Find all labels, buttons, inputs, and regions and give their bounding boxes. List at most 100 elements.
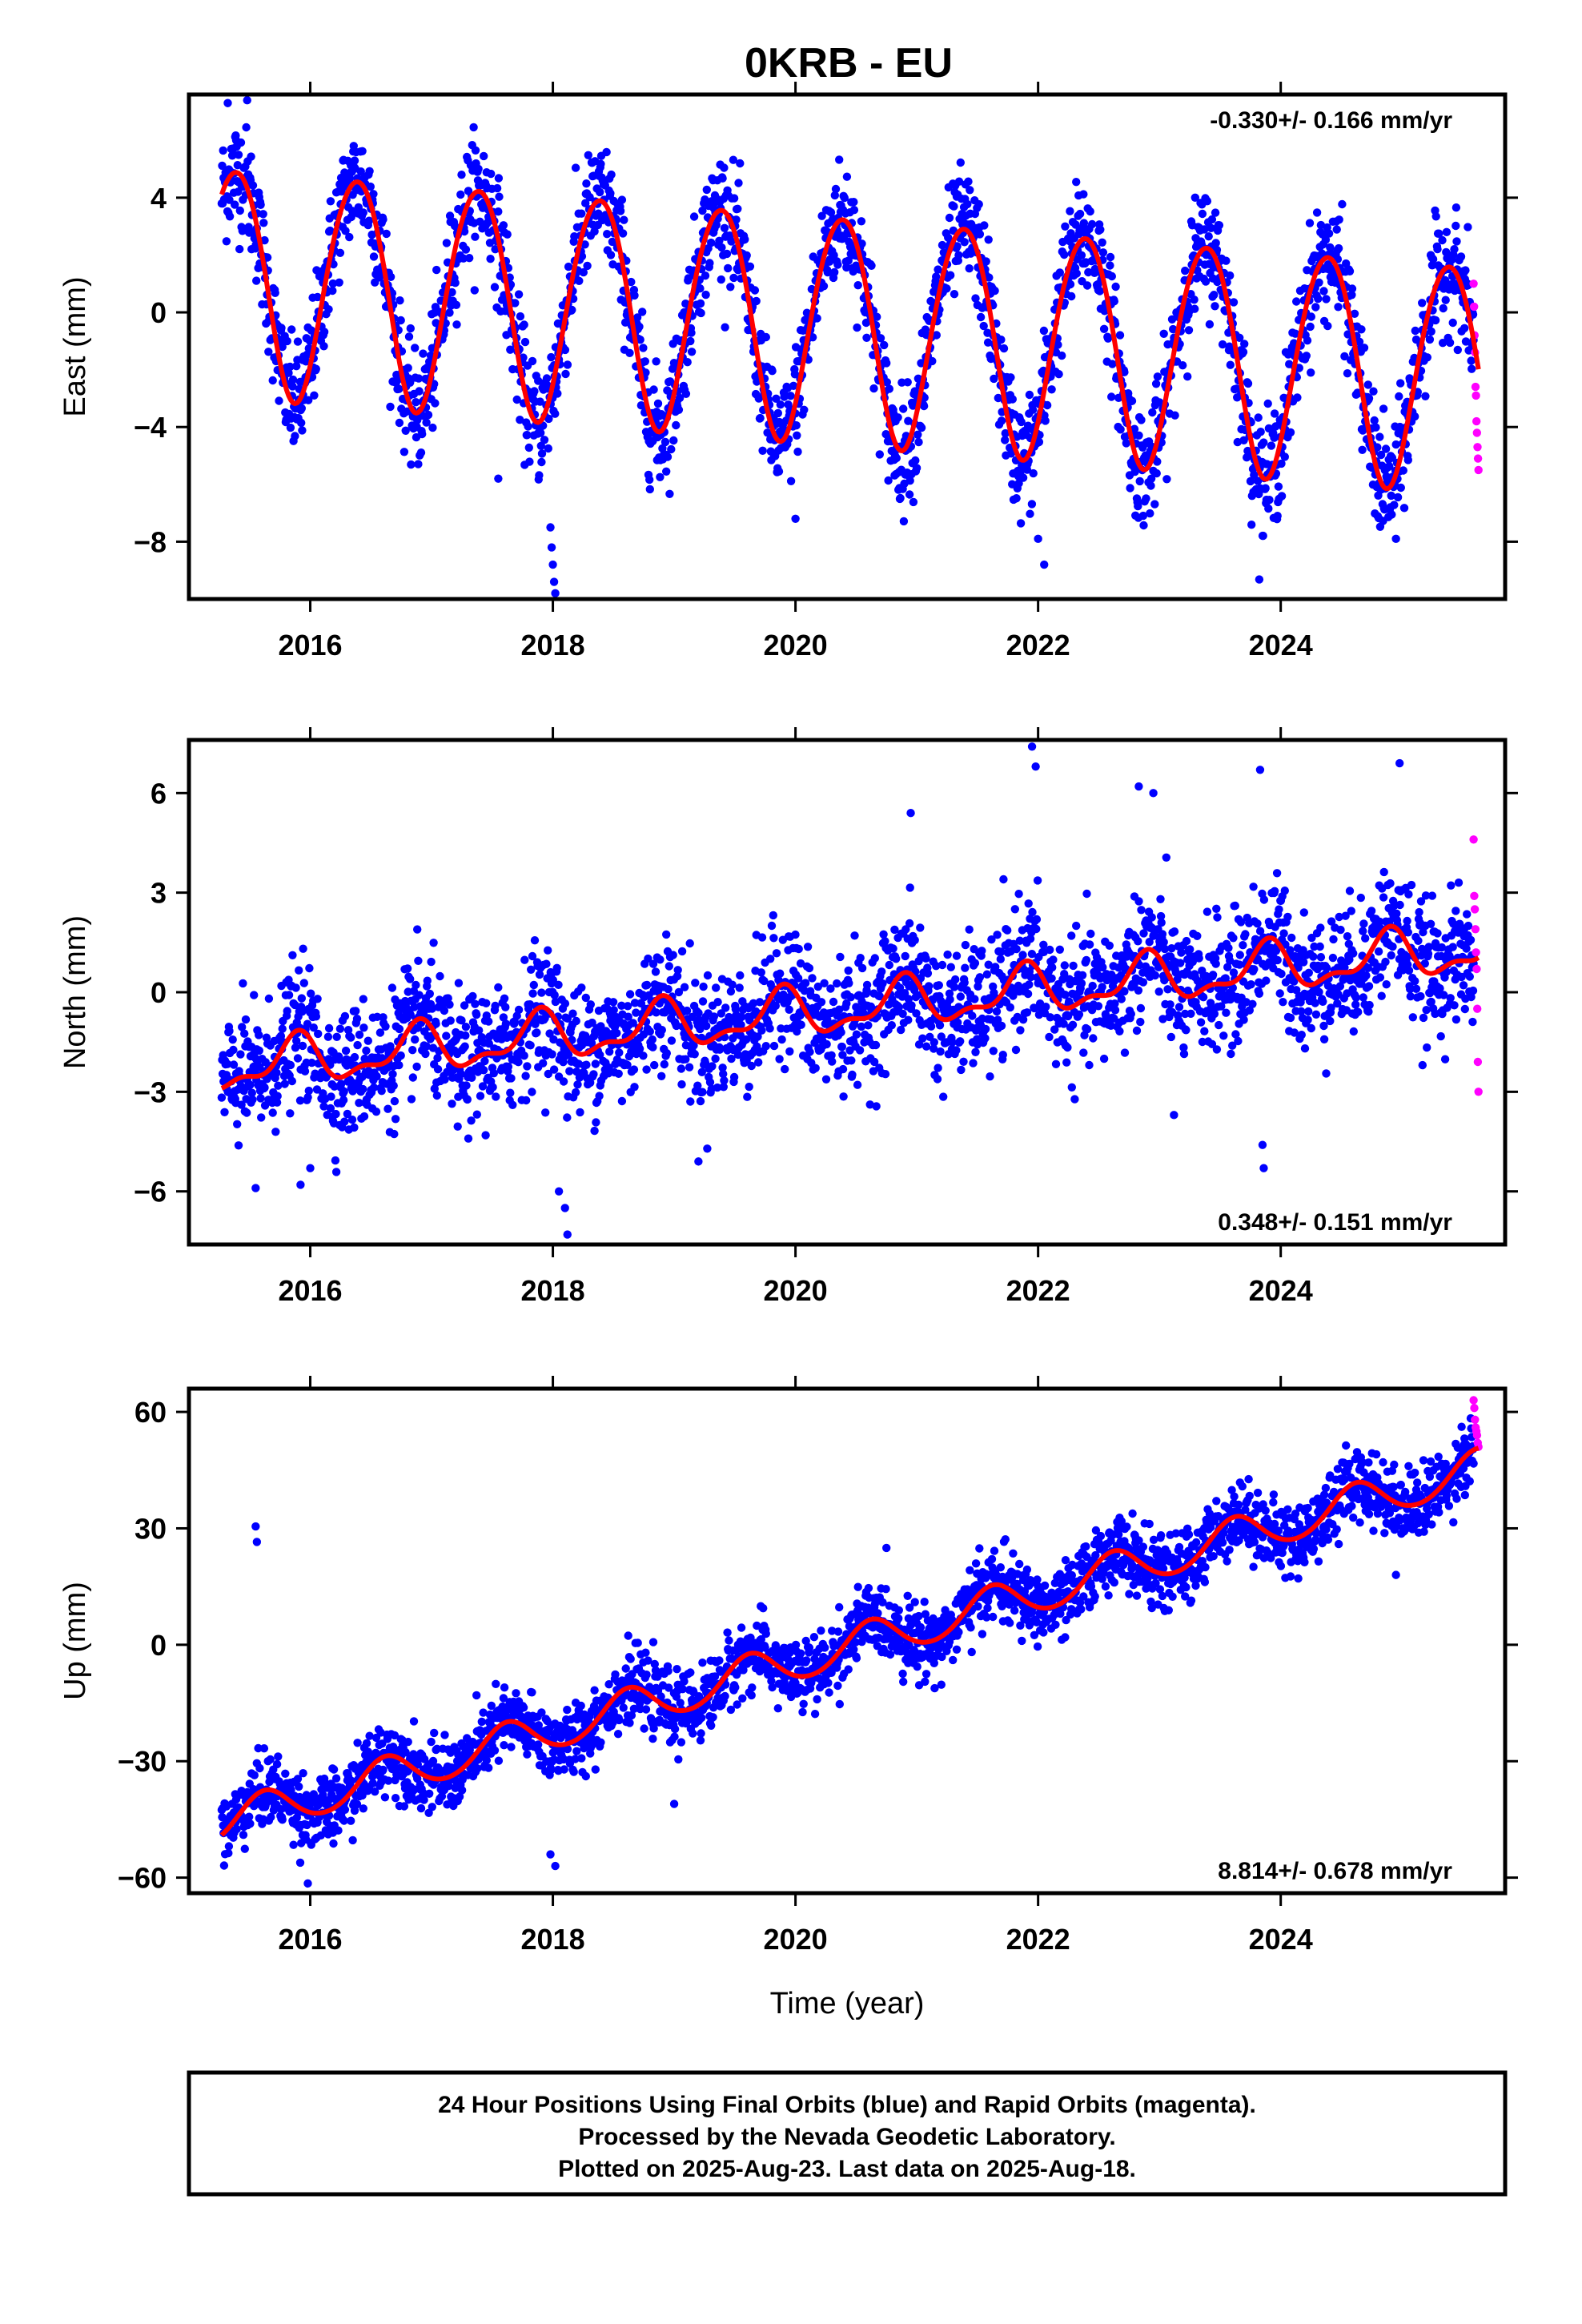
final-orbit-point bbox=[1032, 924, 1041, 934]
final-orbit-point bbox=[956, 992, 966, 1001]
final-orbit-point bbox=[480, 1056, 489, 1066]
final-orbit-point bbox=[1302, 352, 1311, 360]
final-orbit-point bbox=[1345, 267, 1355, 275]
final-orbit-point bbox=[442, 239, 452, 247]
final-orbit-point bbox=[862, 980, 872, 990]
final-orbit-point bbox=[432, 1019, 440, 1028]
final-orbit-point bbox=[951, 975, 960, 984]
final-orbit-point bbox=[340, 1011, 350, 1021]
final-orbit-point bbox=[1425, 335, 1435, 344]
final-orbit-point bbox=[499, 221, 508, 230]
final-orbit-point bbox=[255, 1031, 263, 1039]
final-orbit-point bbox=[1018, 473, 1028, 482]
final-orbit-point bbox=[590, 1126, 599, 1136]
final-orbit-point bbox=[1166, 1000, 1174, 1009]
final-orbit-point bbox=[299, 944, 307, 953]
final-orbit-point bbox=[1369, 387, 1378, 396]
final-orbit-point bbox=[1078, 971, 1087, 980]
final-orbit-point bbox=[247, 1088, 256, 1097]
final-orbit-point bbox=[960, 238, 969, 247]
final-orbit-point bbox=[561, 369, 570, 379]
final-orbit-point bbox=[539, 1059, 548, 1068]
final-orbit-point bbox=[1324, 229, 1334, 238]
final-orbit-point bbox=[298, 426, 307, 435]
final-orbit-point bbox=[718, 174, 727, 183]
final-orbit-point bbox=[1273, 955, 1282, 965]
final-orbit-point bbox=[1003, 926, 1012, 935]
final-orbit-point bbox=[829, 997, 838, 1007]
final-orbit-point bbox=[1423, 353, 1432, 362]
final-orbit-point bbox=[411, 1035, 420, 1044]
final-orbit-point bbox=[1146, 474, 1156, 483]
final-orbit-point bbox=[1376, 450, 1386, 460]
final-orbit-point bbox=[803, 943, 813, 951]
outlier-point bbox=[223, 99, 232, 107]
final-orbit-point bbox=[1023, 989, 1033, 999]
final-orbit-point bbox=[1290, 977, 1299, 986]
final-orbit-point bbox=[460, 1001, 469, 1010]
final-orbit-point bbox=[1259, 438, 1268, 447]
final-orbit-point bbox=[1290, 1028, 1299, 1037]
final-orbit-point bbox=[256, 200, 265, 209]
final-orbit-point bbox=[504, 1062, 513, 1072]
final-orbit-point bbox=[1435, 229, 1443, 238]
final-orbit-point bbox=[521, 1072, 530, 1080]
final-orbit-point bbox=[1433, 244, 1442, 254]
final-orbit-point bbox=[319, 342, 328, 351]
final-orbit-point bbox=[220, 1108, 229, 1117]
final-orbit-point bbox=[1235, 960, 1244, 969]
final-orbit-point bbox=[588, 1018, 596, 1027]
final-orbit-point bbox=[887, 1021, 897, 1030]
final-orbit-point bbox=[1396, 483, 1406, 493]
final-orbit-point bbox=[1046, 1013, 1055, 1022]
final-orbit-point bbox=[378, 1054, 387, 1063]
final-orbit-point bbox=[905, 476, 914, 485]
final-orbit-point bbox=[717, 275, 725, 284]
final-orbit-point bbox=[492, 183, 502, 193]
final-orbit-point bbox=[1334, 303, 1343, 312]
final-orbit-point bbox=[414, 374, 424, 383]
final-orbit-point bbox=[507, 1074, 516, 1083]
final-orbit-point bbox=[424, 410, 433, 420]
final-orbit-point bbox=[1089, 1034, 1098, 1043]
final-orbit-point bbox=[596, 187, 604, 197]
final-orbit-point bbox=[1207, 215, 1217, 224]
final-orbit-point bbox=[632, 313, 642, 322]
final-orbit-point bbox=[848, 1070, 857, 1080]
plot-area bbox=[217, 95, 1483, 598]
final-orbit-point bbox=[1032, 915, 1042, 924]
final-orbit-point bbox=[585, 193, 594, 202]
final-orbit-point bbox=[340, 1117, 349, 1126]
final-orbit-point bbox=[989, 982, 998, 991]
final-orbit-point bbox=[464, 1134, 473, 1143]
final-orbit-point bbox=[1253, 476, 1263, 485]
final-orbit-point bbox=[470, 286, 479, 295]
final-orbit-point bbox=[602, 147, 611, 157]
final-orbit-point bbox=[945, 213, 954, 223]
final-orbit-point bbox=[905, 883, 914, 892]
final-orbit-point bbox=[1240, 340, 1249, 348]
final-orbit-point bbox=[1086, 207, 1094, 216]
final-orbit-point bbox=[893, 413, 902, 422]
final-orbit-point bbox=[715, 236, 724, 245]
final-orbit-point bbox=[642, 1065, 651, 1074]
final-orbit-point bbox=[971, 294, 980, 303]
final-orbit-point bbox=[718, 1063, 727, 1072]
final-orbit-point bbox=[1226, 360, 1235, 369]
rapid-orbit-point bbox=[1472, 391, 1480, 400]
final-orbit-point bbox=[1099, 324, 1109, 333]
final-orbit-point bbox=[551, 997, 560, 1007]
final-orbit-point bbox=[939, 1092, 948, 1101]
final-orbit-point bbox=[615, 1048, 624, 1057]
final-orbit-point bbox=[963, 199, 972, 209]
final-orbit-point bbox=[257, 1113, 266, 1122]
final-orbit-point bbox=[444, 994, 452, 1003]
final-orbit-point bbox=[1399, 504, 1409, 513]
final-orbit-point bbox=[1262, 976, 1271, 985]
final-orbit-point bbox=[268, 1108, 277, 1117]
final-orbit-point bbox=[594, 209, 603, 218]
final-orbit-point bbox=[745, 262, 755, 271]
final-orbit-point bbox=[548, 1050, 556, 1059]
final-orbit-point bbox=[1045, 1032, 1054, 1042]
final-orbit-point bbox=[648, 1043, 657, 1051]
